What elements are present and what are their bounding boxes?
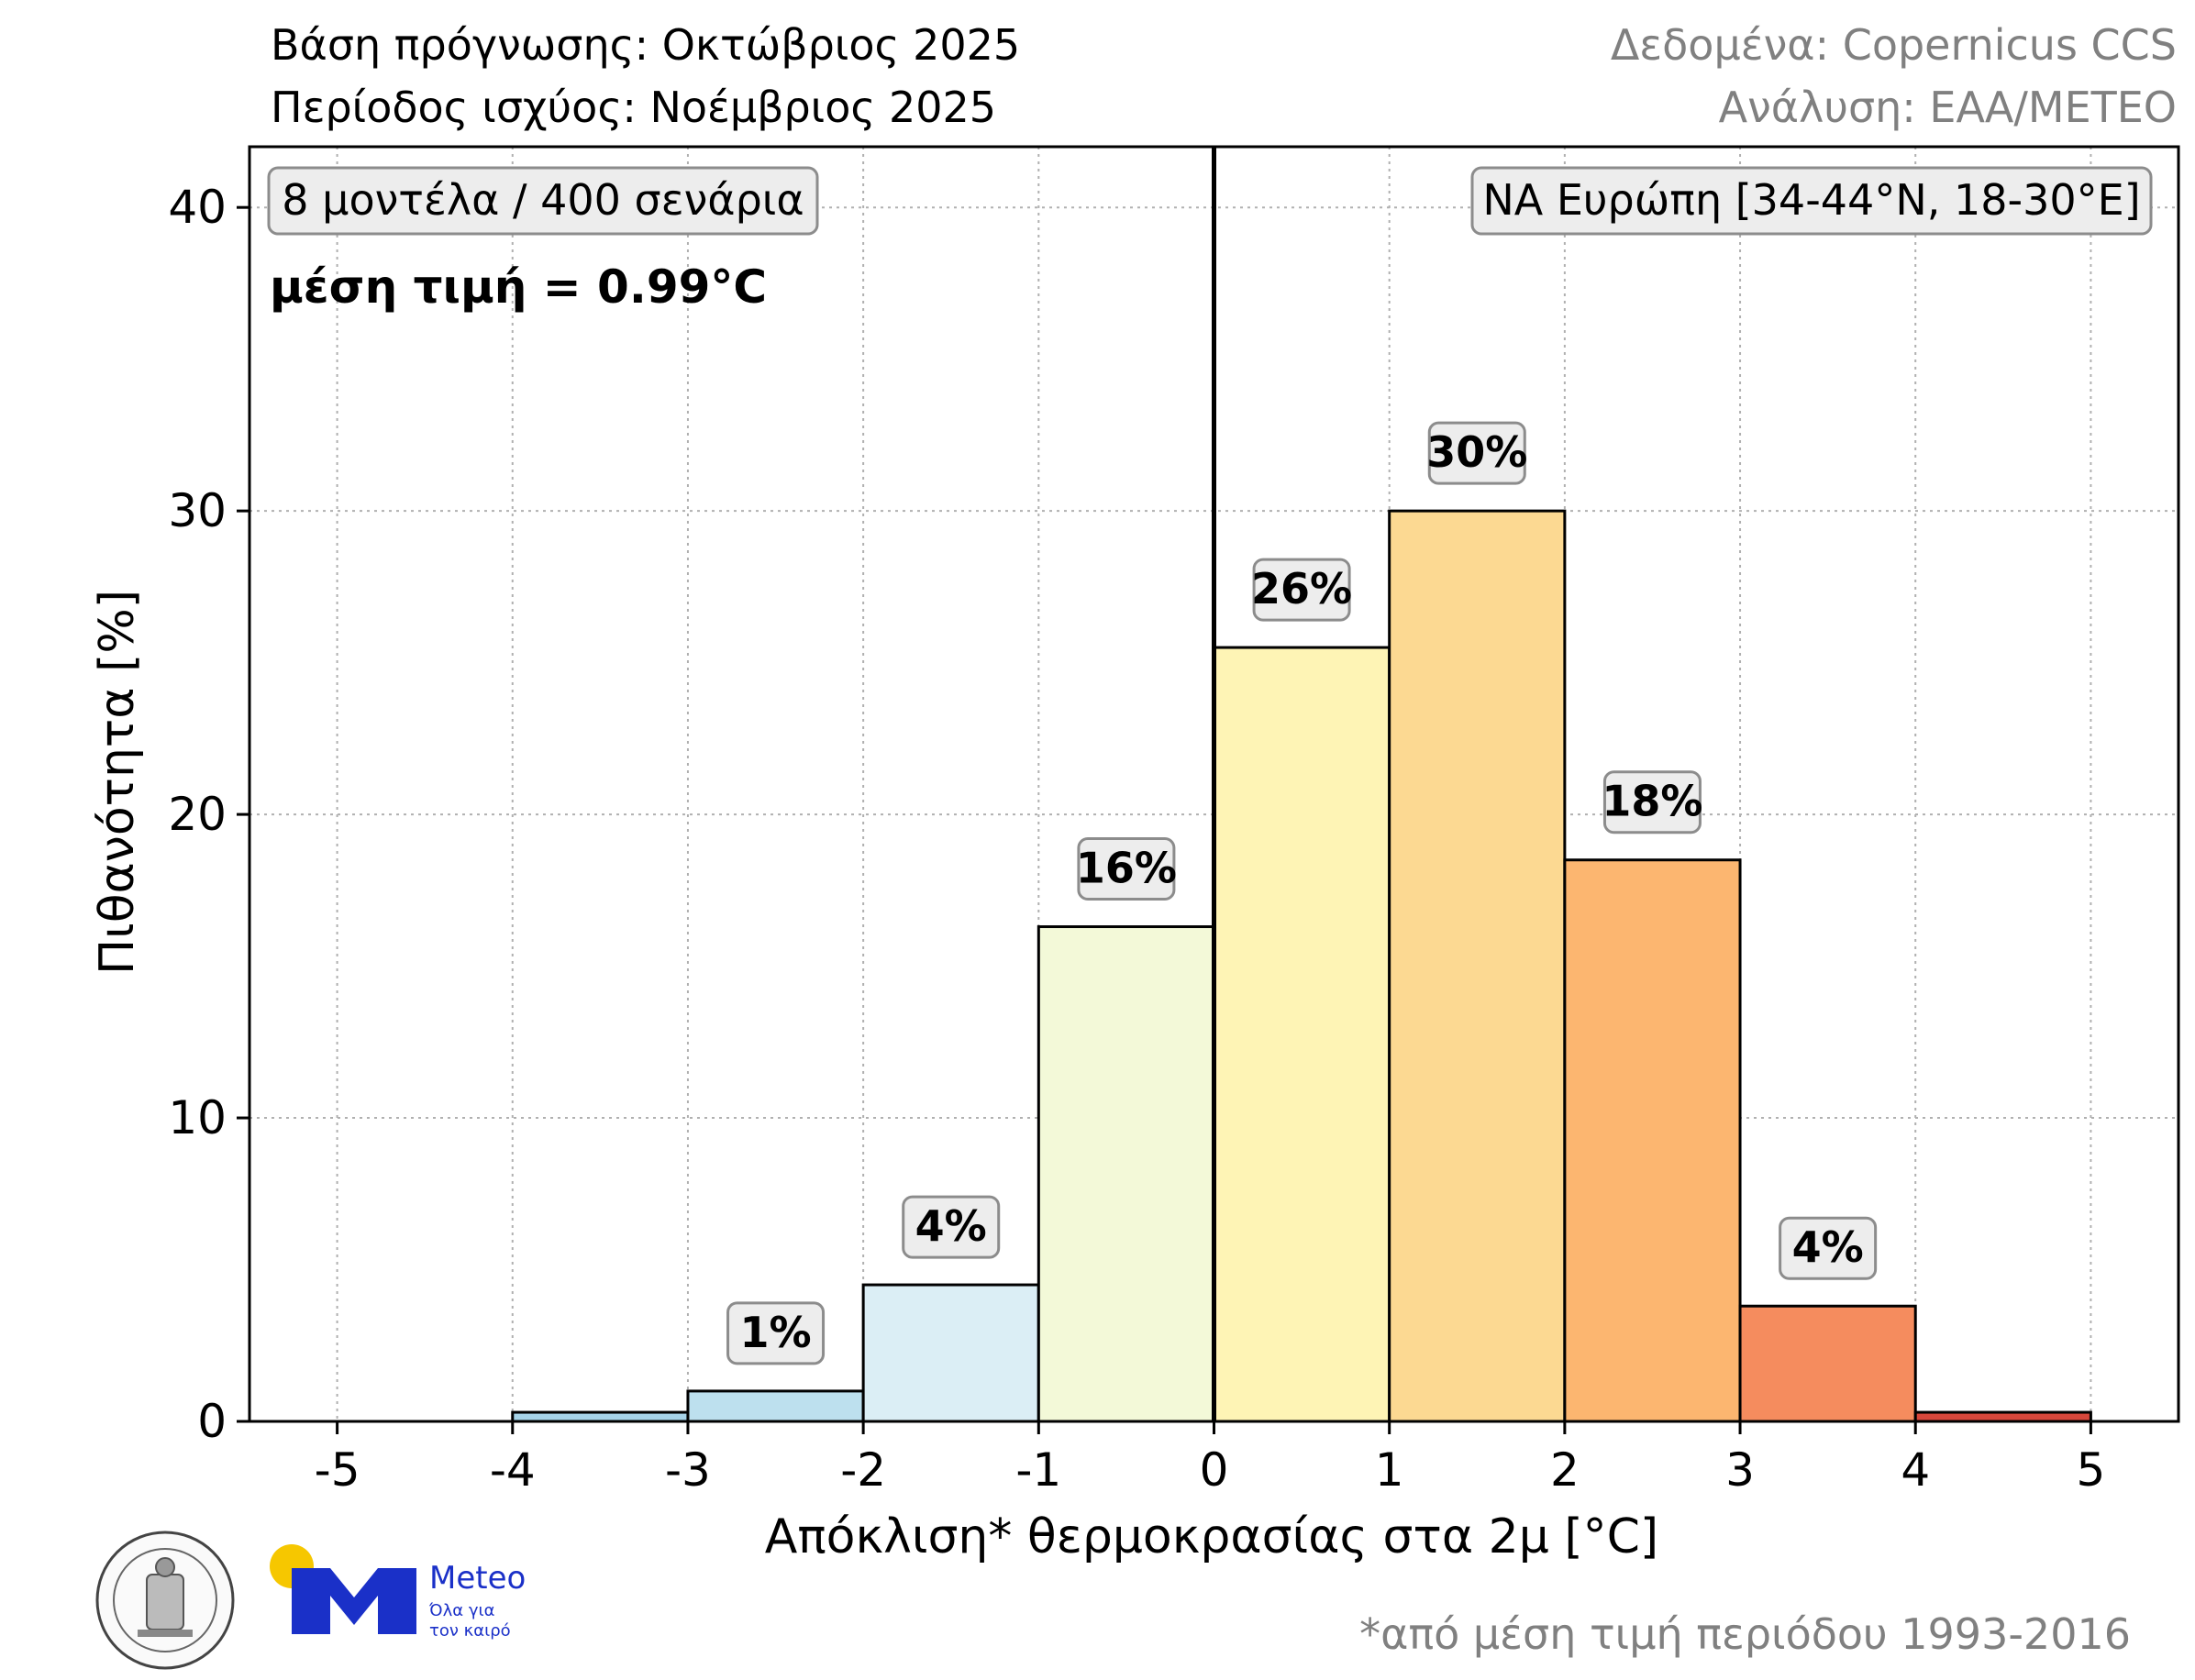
bar-label-box: [902, 1195, 1001, 1259]
bar-value-label: 18%: [1602, 777, 1702, 826]
y-tick-label: 20: [168, 788, 227, 841]
histogram-bar: [686, 1389, 865, 1423]
region-annotation-box: [1470, 166, 2153, 236]
x-tick-label: -4: [490, 1443, 536, 1497]
x-tick-label: -2: [840, 1443, 886, 1497]
bar-label-box: [1779, 1216, 1878, 1280]
bar-label-box: [1427, 421, 1526, 485]
bar-value-label: 30%: [1426, 427, 1527, 477]
bar-label-box: [1077, 837, 1176, 901]
meteo-tagline-1: Όλα για: [428, 1601, 494, 1620]
x-tick-label: 3: [1725, 1443, 1755, 1497]
x-tick-label: 0: [1200, 1443, 1229, 1497]
y-tick-label: 30: [168, 484, 227, 537]
analysis-text: Ανάλυση: ΕΑΑ/ΜΕΤΕΟ: [1718, 83, 2177, 132]
data-source-text: Δεδομένα: Copernicus CCS: [1610, 20, 2177, 70]
bar-value-label: 4%: [1792, 1222, 1864, 1272]
meteo-m-icon: [292, 1568, 416, 1634]
bar-value-label: 26%: [1251, 564, 1352, 613]
bars: [511, 509, 2092, 1423]
x-tick-label: -1: [1015, 1443, 1061, 1497]
bar-value-label: 1%: [739, 1308, 811, 1357]
x-tick-label: 4: [1901, 1443, 1930, 1497]
region-annotation: ΝΑ Ευρώπη [34-44°N, 18-30°E]: [1470, 166, 2153, 236]
y-tick-label: 0: [197, 1395, 227, 1448]
axis-ticks: -5 -4 -3 -2 -1 0 1 2 3 4 5 0 10 20 30 40: [168, 181, 2105, 1497]
bar-label-box: [1602, 770, 1702, 834]
x-tick-label: 2: [1550, 1443, 1580, 1497]
bar-label-box: [726, 1301, 826, 1365]
observatory-seal-logo: [95, 1531, 235, 1670]
y-tick-label: 40: [168, 181, 227, 234]
meteo-tagline-2: τον καιρό: [429, 1621, 511, 1641]
meteo-name: Meteo: [429, 1560, 526, 1597]
meteo-logo: Meteo Όλα για τον καιρό: [270, 1544, 526, 1641]
footnote-text: *από μέση τιμή περιόδου 1993-2016: [1359, 1609, 2131, 1659]
histogram-bar: [1738, 1304, 1917, 1423]
y-tick-label: 10: [168, 1091, 227, 1144]
histogram-bar: [1388, 509, 1567, 1423]
x-tick-label: 1: [1375, 1443, 1404, 1497]
ensemble-annotation: 8 μοντέλα / 400 σενάρια: [267, 166, 819, 236]
region-annotation-text: ΝΑ Ευρώπη [34-44°N, 18-30°E]: [1482, 175, 2140, 225]
histogram-bar: [1563, 858, 1742, 1423]
mean-value-text: μέση τιμή = 0.99°C: [270, 260, 767, 314]
bar-value-label: 16%: [1076, 844, 1177, 893]
bar-labels: 1% 4% 16% 26% 30% 18% 4%: [726, 421, 1878, 1365]
x-tick-label: -5: [315, 1443, 360, 1497]
valid-period-text: Περίοδος ισχύος: Νοέμβριος 2025: [271, 83, 997, 132]
histogram-bar: [1037, 925, 1216, 1423]
histogram-bar: [861, 1283, 1040, 1423]
x-tick-label: -3: [665, 1443, 711, 1497]
bar-label-box: [1252, 558, 1351, 622]
ensemble-annotation-text: 8 μοντέλα / 400 σενάρια: [282, 175, 804, 225]
y-axis-label: Πιθανότητα [%]: [90, 590, 145, 975]
forecast-base-text: Βάση πρόγνωσης: Οκτώβριος 2025: [271, 20, 1021, 70]
x-tick-label: 5: [2077, 1443, 2106, 1497]
histogram-bar: [1213, 646, 1391, 1423]
bar-value-label: 4%: [915, 1201, 987, 1251]
x-axis-label: Απόκλιση* θερμοκρασίας στα 2μ [°C]: [765, 1509, 1658, 1564]
ensemble-annotation-box: [267, 166, 819, 236]
